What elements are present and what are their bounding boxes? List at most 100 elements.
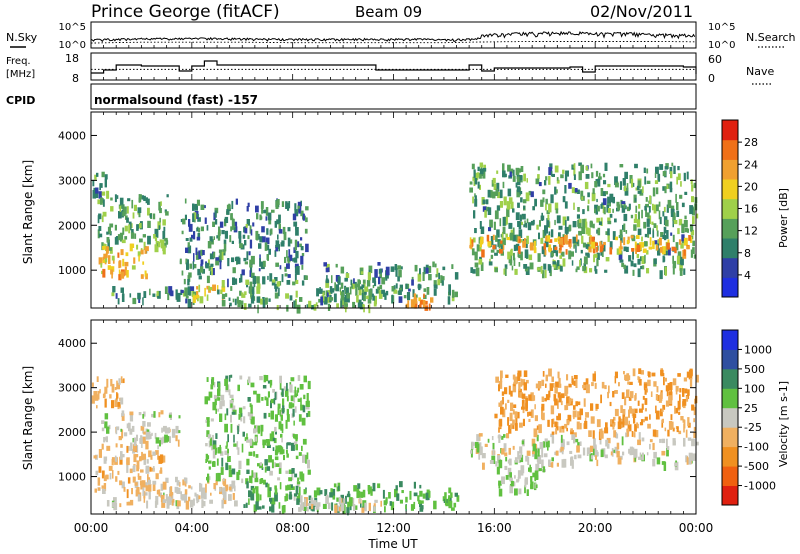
colorbar-tick-label: 1000 [744,343,772,356]
data-cell [512,234,517,242]
colorbar-segment [722,427,738,448]
data-cell [597,205,600,212]
data-cell [280,410,283,415]
data-cell [534,483,537,489]
data-cell [165,239,168,245]
data-cell [228,469,233,478]
data-cell [542,197,545,203]
data-cell [212,440,217,446]
data-cell [267,489,271,498]
data-cell [644,205,647,211]
data-cell [538,232,540,240]
data-cell [525,397,528,405]
data-cell [518,262,521,267]
noise-series-line [90,30,696,43]
data-cell [684,215,687,220]
data-cell [104,179,107,188]
data-cell [329,297,334,301]
data-cell [496,229,500,238]
data-cell [320,296,323,306]
freq-plot [91,60,697,74]
data-cell [205,419,207,423]
data-cell [536,224,539,230]
data-cell [637,439,641,446]
data-cell [629,406,632,411]
data-cell [526,235,529,244]
data-cell [600,394,602,404]
data-cell [637,228,642,236]
data-cell [274,488,278,495]
data-cell [590,455,594,460]
data-cell [126,458,130,465]
data-cell [360,502,362,508]
data-cell [505,475,509,480]
data-cell [250,419,253,424]
data-cell [686,171,689,180]
data-cell [110,206,114,212]
data-cell [313,490,318,498]
data-cell [577,454,582,459]
data-cell [351,285,353,289]
data-cell [479,446,483,456]
data-cell [683,405,686,409]
data-cell [286,414,290,422]
data-cell [104,421,108,429]
data-cell [535,448,538,456]
data-cell [278,421,282,430]
data-cell [182,291,186,297]
data-cell [145,440,149,450]
data-cell [359,267,364,272]
data-cell [469,187,473,193]
data-cell [143,411,146,417]
data-cell [334,282,336,291]
data-cell [524,477,528,485]
data-cell [661,418,664,423]
data-cell [237,300,241,308]
data-cell [214,210,217,218]
data-cell [219,400,223,410]
data-cell [331,488,336,496]
data-cell [519,214,522,222]
data-cell [101,215,104,223]
data-cell [526,450,531,456]
data-cell [142,453,146,460]
data-cell [111,400,115,409]
data-cell [152,484,156,491]
data-cell [372,277,376,283]
data-cell [106,231,109,235]
data-cell [116,195,119,199]
data-cell [316,502,321,507]
data-cell [596,459,599,467]
data-cell [188,485,191,489]
data-cell [530,484,533,489]
data-cell [185,295,189,299]
data-cell [512,374,516,380]
data-cell [410,504,414,511]
data-cell [448,487,452,494]
data-cell [288,477,292,482]
data-cell [258,243,262,249]
data-cell [293,300,297,309]
data-cell [204,217,207,224]
data-cell [551,457,554,462]
freq-series-line [91,60,697,74]
data-cell [616,442,620,450]
data-cell [149,213,152,218]
data-cell [662,171,667,177]
data-cell [226,484,229,491]
data-cell [612,391,615,398]
data-cell [112,502,116,508]
data-cell [649,237,652,246]
data-cell [209,499,213,504]
data-cell [256,296,261,303]
data-cell [246,458,250,466]
data-cell [212,444,216,450]
data-cell [624,265,629,274]
data-cell [576,239,579,245]
data-cell [94,174,97,180]
data-cell [630,235,634,239]
data-cell [102,198,104,203]
data-cell [558,413,561,421]
data-cell [311,305,314,310]
data-cell [527,222,532,231]
